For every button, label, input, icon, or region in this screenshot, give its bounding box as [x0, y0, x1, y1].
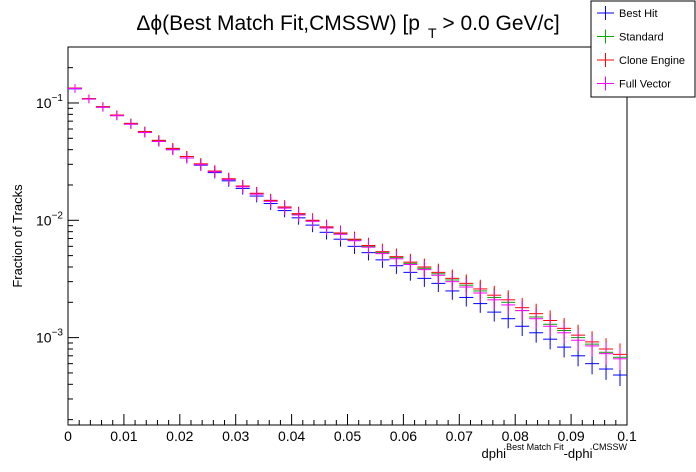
- chart-title: Δϕ(Best Match Fit,CMSSW) [p T > 0.0 GeV/c…: [136, 12, 559, 41]
- data-point: [361, 239, 376, 255]
- data-point: [68, 84, 82, 93]
- data-point: [431, 266, 446, 284]
- legend: Best Hit Standard Clone Engine Full Vector: [590, 0, 696, 98]
- data-point: [193, 159, 208, 171]
- axes: [67, 67, 628, 425]
- data-point: [445, 272, 460, 291]
- legend-entry: Full Vector: [597, 76, 671, 91]
- data-point: [347, 233, 362, 249]
- data-point: [473, 283, 488, 303]
- data-point: [515, 300, 530, 321]
- x-axis-label-base: dphi: [481, 446, 506, 461]
- legend-entry: Standard: [597, 29, 664, 44]
- x-axis-label-sup1: Best Match Fit: [506, 442, 564, 452]
- series-standard: [68, 84, 627, 369]
- legend-box: [590, 0, 696, 98]
- x-tick-label: 0.1: [617, 428, 637, 444]
- data-point: [571, 329, 586, 351]
- x-axis-label: dphiBest Match Fit-dphiCMSSW: [481, 442, 627, 461]
- legend-label: Full Vector: [619, 79, 671, 91]
- x-tick-label: 0: [64, 428, 72, 444]
- x-tick-label: 0.09: [557, 428, 584, 444]
- data-point: [599, 342, 614, 365]
- data-point: [375, 245, 390, 262]
- data-point: [277, 201, 292, 215]
- data-point: [179, 152, 194, 164]
- data-point: [81, 94, 96, 104]
- legend-entry: Clone Engine: [597, 53, 685, 67]
- x-tick-label: 0.01: [110, 428, 137, 444]
- x-tick-labels: 0 0.01 0.02 0.03 0.04 0.05 0.06 0.07 0.08 0.09 0.1: [64, 428, 637, 444]
- y-tick-label: 10−1: [36, 93, 63, 111]
- y-tick-labels: 10−1 10−2 10−3: [36, 93, 63, 346]
- data-point: [403, 256, 418, 273]
- legend-label: Best Hit: [619, 8, 658, 20]
- data-point: [123, 119, 138, 129]
- data-point: [291, 208, 306, 222]
- chart-title-subscript: T: [428, 25, 437, 41]
- data-point: [501, 295, 516, 315]
- x-tick-label: 0.06: [390, 428, 417, 444]
- data-point: [459, 277, 474, 297]
- data-point: [109, 111, 124, 121]
- data-point: [305, 214, 320, 229]
- data-point: [585, 335, 600, 357]
- chart-title-tail: > 0.0 GeV/c]: [437, 12, 560, 35]
- series-full-vector: [68, 84, 627, 370]
- x-tick-label: 0.08: [502, 428, 529, 444]
- x-axis-label-mid: -dphi: [564, 446, 593, 461]
- x-tick-label: 0.07: [446, 428, 473, 444]
- data-point: [389, 250, 404, 267]
- data-point: [557, 322, 572, 344]
- data-point: [529, 308, 544, 329]
- data-point: [333, 226, 348, 242]
- legend-label: Clone Engine: [619, 55, 685, 67]
- data-markers: [68, 84, 627, 387]
- x-axis-label-sup2: CMSSW: [593, 442, 628, 452]
- data-point: [151, 136, 166, 147]
- y-tick-label: 10−2: [36, 210, 63, 228]
- x-tick-label: 0.03: [222, 428, 249, 444]
- data-point: [487, 290, 502, 310]
- series-clone-engine: [68, 84, 627, 366]
- data-point: [207, 166, 222, 178]
- x-tick-label: 0.05: [334, 428, 361, 444]
- legend-label: Standard: [619, 32, 664, 44]
- data-point: [95, 102, 110, 112]
- data-point: [165, 144, 180, 155]
- series-best-hit: [68, 84, 627, 387]
- x-tick-label: 0.02: [166, 428, 193, 444]
- legend-entry: Best Hit: [597, 6, 658, 20]
- x-tick-label: 0.04: [278, 428, 305, 444]
- data-point: [543, 316, 558, 337]
- y-tick-label: 10−3: [36, 328, 63, 346]
- data-point: [613, 347, 627, 370]
- data-point: [249, 187, 264, 201]
- chart-title-main: Δϕ(Best Match Fit,CMSSW) [p: [136, 12, 420, 35]
- y-axis-label: Fraction of Tracks: [10, 184, 25, 288]
- plot-frame: [67, 46, 628, 426]
- data-point: [221, 173, 236, 186]
- data-point: [417, 261, 432, 279]
- data-point: [319, 220, 334, 236]
- data-point: [263, 194, 278, 208]
- data-point: [235, 180, 250, 193]
- data-point: [137, 127, 152, 138]
